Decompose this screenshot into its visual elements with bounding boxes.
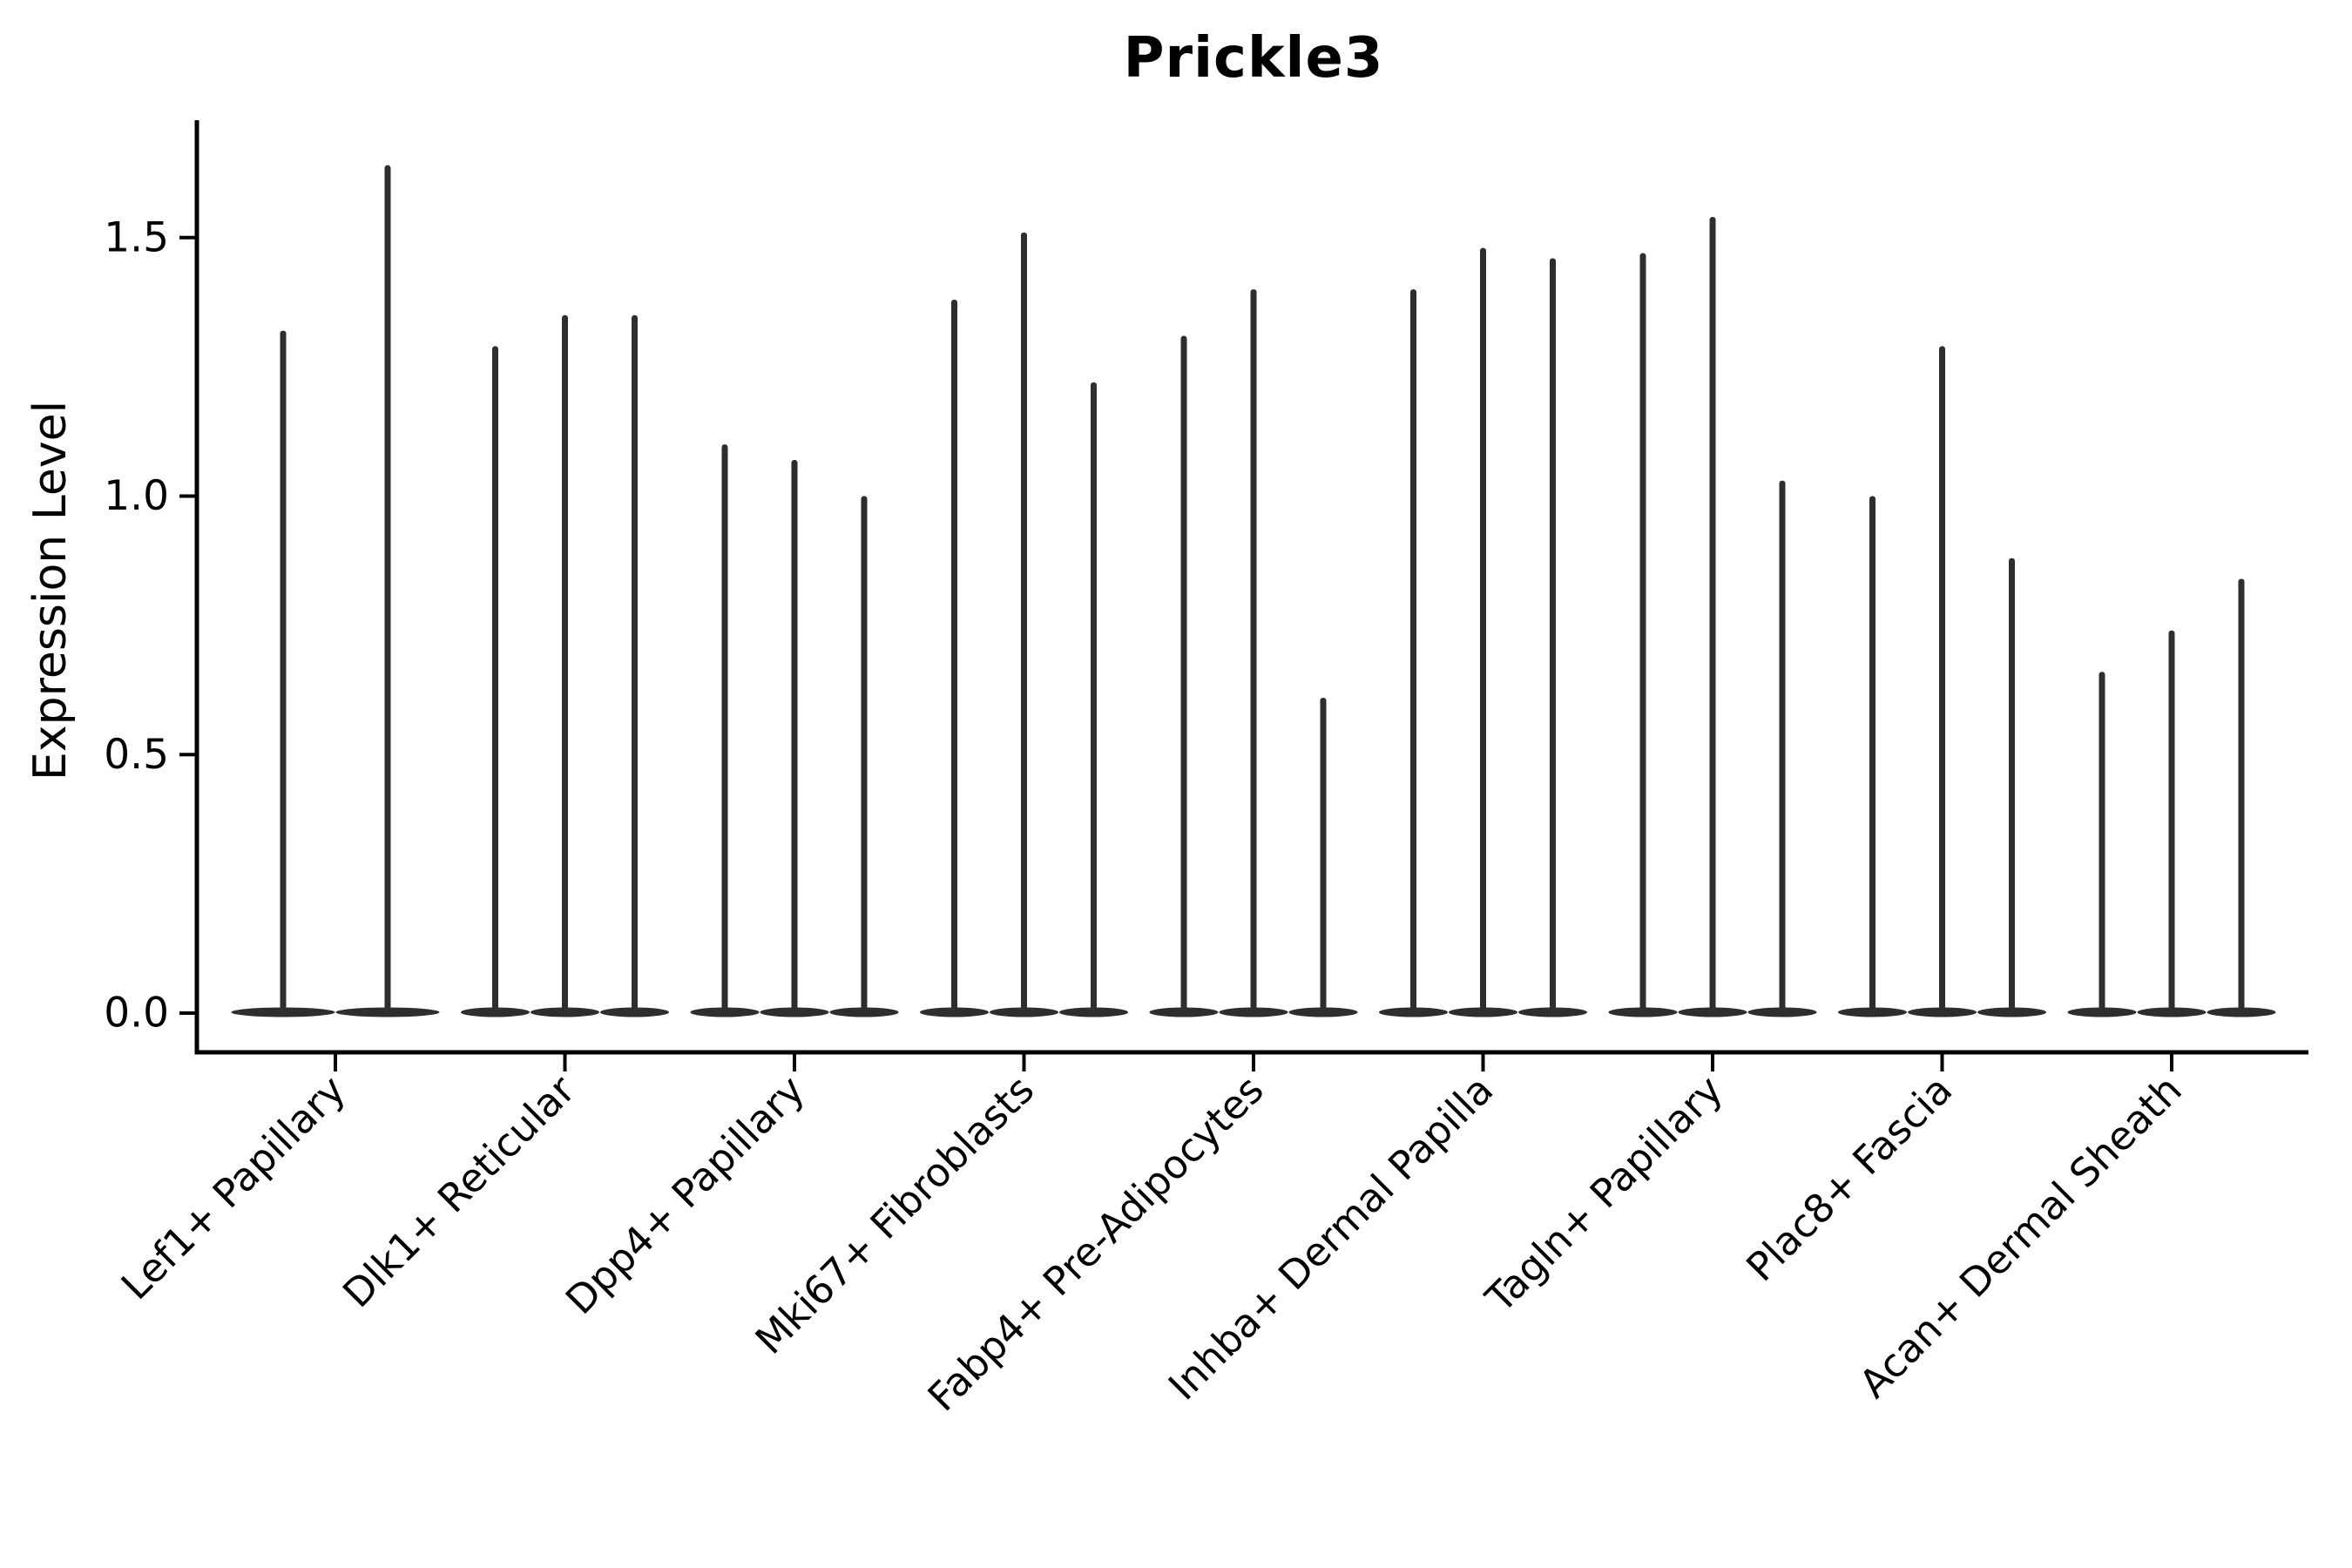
- violin-spike: [384, 165, 391, 1013]
- violin-spike: [791, 459, 798, 1013]
- violin-spike: [492, 346, 498, 1013]
- violin: [335, 165, 440, 1017]
- y-ticks-layer: 0.0 0.5 1.0 1.5: [104, 213, 197, 1037]
- x-tick-label: Lef1+ Papillary: [112, 1066, 355, 1308]
- y-tick-label: 1.0: [104, 472, 169, 520]
- violin-spike: [2009, 558, 2015, 1013]
- violin: [1678, 217, 1747, 1017]
- violin-spike: [280, 330, 287, 1014]
- x-tick-label: Plac8+ Fascia: [1737, 1066, 1961, 1290]
- y-tick-label: 0.0: [104, 990, 169, 1037]
- violins-layer: [231, 165, 2276, 1017]
- violin-spike: [1709, 217, 1716, 1013]
- x-tick-label: Tagln+ Papillary: [1477, 1066, 1732, 1321]
- violin: [531, 314, 599, 1017]
- violin: [920, 299, 989, 1017]
- violin: [1288, 697, 1358, 1017]
- violin-spike: [861, 496, 868, 1013]
- violin-spike: [1550, 258, 1556, 1013]
- violin: [1838, 496, 1907, 1017]
- violin-spike: [1091, 382, 1097, 1013]
- violin: [1608, 253, 1678, 1017]
- violin: [1908, 346, 1977, 1017]
- violin: [2207, 578, 2276, 1017]
- violin: [1149, 335, 1219, 1017]
- y-tick-label: 1.5: [104, 213, 169, 261]
- violin-spike: [1639, 253, 1646, 1013]
- violin-spike: [1410, 289, 1416, 1014]
- violin-spike: [1180, 335, 1187, 1013]
- violin: [829, 496, 899, 1017]
- x-tick-label: Dpp4+ Papillary: [557, 1066, 814, 1323]
- violin-spike: [1480, 247, 1486, 1013]
- violin-spike: [1869, 496, 1876, 1013]
- violin-spike: [2168, 630, 2175, 1013]
- violin: [600, 314, 669, 1017]
- violin-spike: [951, 299, 957, 1014]
- violin-spike: [721, 444, 728, 1013]
- violin: [1059, 382, 1128, 1017]
- violin: [1747, 480, 1817, 1017]
- violin-spike: [1021, 232, 1027, 1013]
- violin: [690, 444, 760, 1017]
- violin-spike: [2238, 578, 2245, 1013]
- x-ticks-layer: [334, 1052, 2173, 1071]
- violin: [1379, 289, 1448, 1017]
- chart-title: Prickle3: [1123, 26, 1384, 91]
- x-tick-label: Dlk1+ Reticular: [334, 1066, 584, 1316]
- violin: [990, 232, 1058, 1017]
- violin: [1449, 247, 1517, 1017]
- y-tick-label: 0.5: [104, 731, 169, 779]
- violin-spike: [632, 314, 638, 1013]
- violin: [1977, 558, 2046, 1017]
- violin-spike: [1320, 697, 1327, 1013]
- violin: [2137, 630, 2207, 1017]
- violin: [760, 459, 829, 1017]
- violin-spike: [1779, 480, 1786, 1013]
- violin: [2067, 672, 2137, 1017]
- violin-spike: [2099, 672, 2105, 1013]
- violin-spike: [562, 314, 568, 1013]
- violin: [1518, 258, 1587, 1017]
- violin-spike: [1250, 289, 1257, 1014]
- violin-spike: [1939, 346, 1945, 1013]
- violin: [1219, 289, 1288, 1017]
- violin: [231, 330, 335, 1017]
- violin: [461, 346, 530, 1017]
